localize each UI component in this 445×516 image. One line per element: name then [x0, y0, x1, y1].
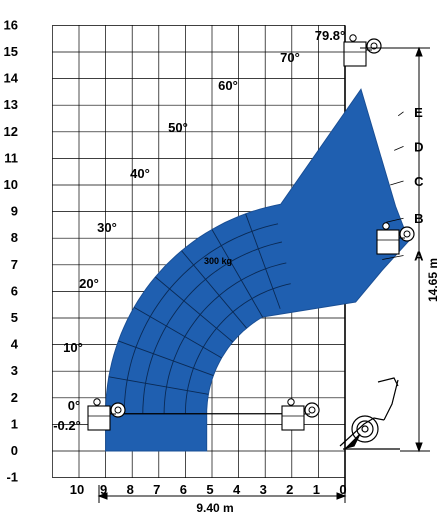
y-tick-label: 9 — [11, 204, 18, 219]
y-tick-label: 4 — [11, 337, 19, 352]
machine-base-icon — [339, 377, 400, 450]
x-tick-label: 0 — [339, 482, 346, 497]
angle-line — [133, 306, 222, 359]
y-tick-label: 13 — [4, 97, 18, 112]
y-tick-label: 14 — [4, 71, 19, 86]
angle-line — [118, 340, 214, 376]
envelope-net-lines — [105, 213, 295, 415]
x-tick-label: 1 — [313, 482, 320, 497]
angle-label: 50° — [168, 120, 188, 135]
y-tick-label: 2 — [11, 390, 18, 405]
load-arc — [184, 283, 291, 414]
max-height-label: 14.65 m — [426, 258, 440, 302]
zone-leader-line — [397, 111, 404, 117]
y-tick-label: 6 — [11, 283, 18, 298]
max-reach-dimension — [97, 485, 347, 503]
x-tick-label: 5 — [206, 482, 213, 497]
angle-label: 20° — [79, 276, 99, 291]
angle-line — [245, 213, 281, 309]
angle-label: -0.2° — [53, 418, 81, 433]
working-envelope — [105, 88, 410, 452]
angle-labels: 79.8° 70° 60° 50° 40° 30° 20° 10° 0° -0.2° — [53, 28, 345, 433]
basket-icon — [343, 34, 382, 67]
y-tick-label: 12 — [4, 124, 18, 139]
y-tick-label: 16 — [4, 17, 18, 32]
angle-label: 30° — [97, 220, 117, 235]
x-tick-label: 9 — [100, 482, 107, 497]
y-tick-label: 0 — [11, 443, 18, 458]
x-tick-label: 8 — [127, 482, 134, 497]
x-tick-label: 10 — [70, 482, 84, 497]
max-height-dimension — [360, 46, 430, 453]
load-label: 300 kg — [204, 256, 232, 266]
basket-icon — [281, 398, 320, 431]
angle-line — [108, 376, 209, 395]
y-tick-label: 11 — [4, 150, 18, 165]
y-tick-label: 8 — [11, 230, 18, 245]
zone-leader-line — [394, 146, 404, 151]
angle-label: 0° — [68, 398, 80, 413]
angle-label: 70° — [280, 50, 300, 65]
zone-leader-line — [382, 255, 404, 260]
angle-label: 60° — [218, 78, 238, 93]
y-tick-label: 1 — [11, 416, 18, 431]
y-tick-label: 10 — [4, 177, 18, 192]
angle-line — [181, 250, 247, 329]
angle-label: 10° — [63, 340, 83, 355]
x-tick-label: 4 — [233, 482, 241, 497]
zone-leader-line — [390, 180, 404, 186]
x-axis-tick-labels: 10 9 8 7 6 5 4 3 2 1 0 — [70, 482, 347, 497]
load-arc — [163, 262, 287, 414]
x-tick-label: 2 — [286, 482, 293, 497]
x-tick-label: 6 — [180, 482, 187, 497]
max-reach-label: 9.40 m — [196, 501, 233, 515]
y-tick-label: 5 — [11, 310, 18, 325]
load-arc — [142, 241, 283, 414]
basket-icon — [87, 398, 126, 431]
angle-line — [211, 229, 263, 318]
angle-line — [155, 276, 234, 343]
basket-icon — [376, 222, 415, 255]
angle-label: 40° — [130, 166, 150, 181]
y-tick-label: 3 — [11, 363, 18, 378]
x-tick-label: 3 — [260, 482, 267, 497]
y-tick-label: 7 — [11, 257, 18, 272]
y-tick-label: 15 — [4, 44, 18, 59]
zone-leader-line — [386, 217, 404, 223]
angle-label: 79.8° — [315, 28, 346, 43]
x-tick-label: 7 — [153, 482, 160, 497]
load-arc — [123, 223, 279, 414]
y-tick-label: -1 — [6, 470, 18, 485]
